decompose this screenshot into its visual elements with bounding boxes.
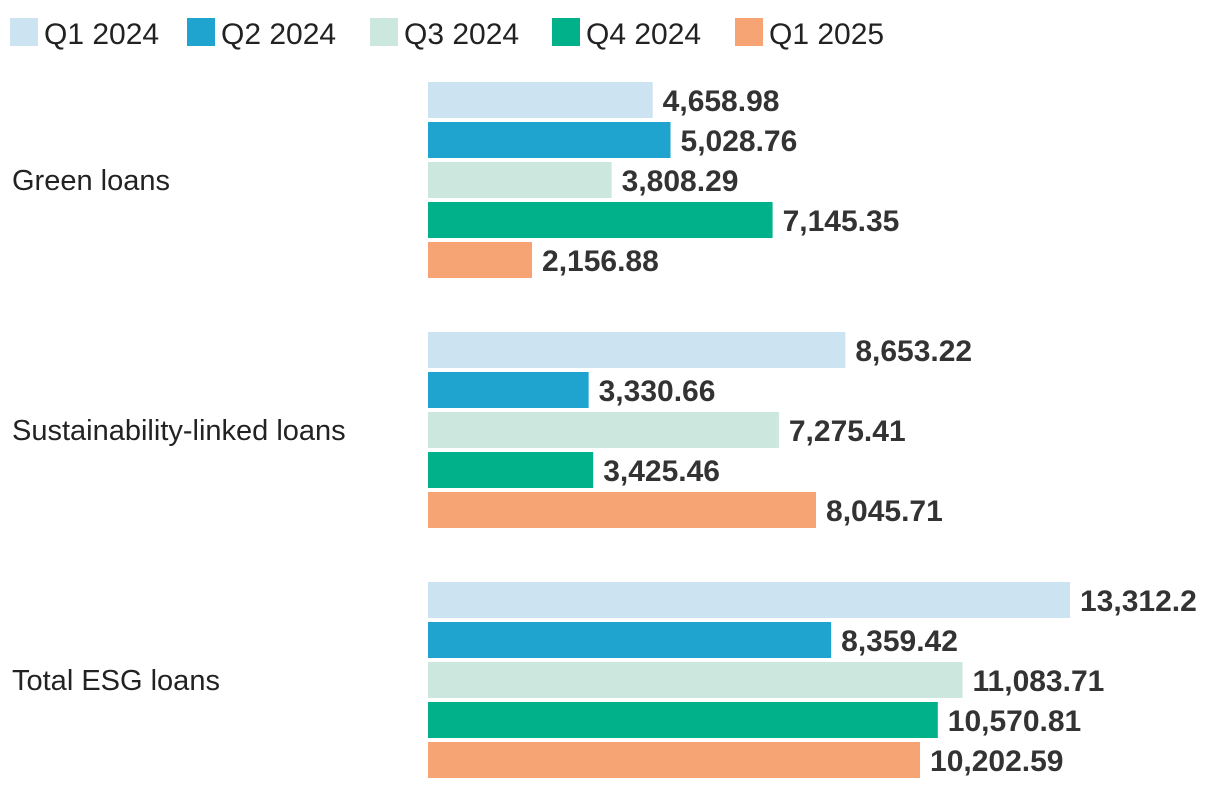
bar-c2-s5 <box>428 492 817 528</box>
value-label-c3-s2: 8,359.42 <box>841 625 958 658</box>
value-label-c1-s4: 7,145.35 <box>783 205 900 238</box>
bar-c2-s1 <box>428 332 846 368</box>
value-label-c3-s3: 11,083.71 <box>973 665 1105 698</box>
value-label-c2-s4: 3,425.46 <box>603 455 720 488</box>
bar-c3-s4 <box>428 702 938 738</box>
value-label-c1-s3: 3,808.29 <box>622 165 739 198</box>
value-label-c2-s3: 7,275.41 <box>789 415 906 448</box>
bar-c3-s1 <box>428 582 1070 618</box>
value-label-c1-s2: 5,028.76 <box>681 125 798 158</box>
category-label-1: Green loans <box>12 165 170 197</box>
bar-c1-s5 <box>428 242 533 278</box>
legend-swatch-3 <box>370 18 398 46</box>
bar-c2-s3 <box>428 412 779 448</box>
category-label-3: Total ESG loans <box>12 665 220 697</box>
bar-c1-s1 <box>428 82 653 118</box>
category-labels: Green loans Sustainability-linked loans To… <box>12 165 346 697</box>
bar-c3-s2 <box>428 622 832 658</box>
legend-swatch-5 <box>735 18 763 46</box>
value-label-c3-s1: 13,312.2 <box>1080 585 1197 618</box>
value-labels: 4,658.98 5,028.76 3,808.29 7,145.35 2,156.88… <box>542 85 1197 778</box>
bar-c1-s3 <box>428 162 612 198</box>
bar-c2-s2 <box>428 372 589 408</box>
legend-label-4: Q4 2024 <box>586 18 701 51</box>
bar-c2-s4 <box>428 452 594 488</box>
category-label-2: Sustainability-linked loans <box>12 415 346 447</box>
legend-swatch-2 <box>187 18 215 46</box>
legend-label-3: Q3 2024 <box>404 18 519 51</box>
legend-swatch-1 <box>10 18 38 46</box>
bar-c1-s4 <box>428 202 773 238</box>
value-label-c2-s1: 8,653.22 <box>855 335 972 368</box>
value-label-c2-s2: 3,330.66 <box>599 375 716 408</box>
bar-c1-s2 <box>428 122 671 158</box>
legend-swatch-4 <box>552 18 580 46</box>
legend-label-1: Q1 2024 <box>44 18 159 51</box>
legend: Q1 2024 Q2 2024 Q3 2024 Q4 2024 Q1 2025 <box>10 18 884 51</box>
bar-c3-s5 <box>428 742 921 778</box>
value-label-c2-s5: 8,045.71 <box>826 495 943 528</box>
value-label-c1-s1: 4,658.98 <box>663 85 780 118</box>
value-label-c1-s5: 2,156.88 <box>542 245 659 278</box>
bars <box>428 82 1070 778</box>
value-label-c3-s4: 10,570.81 <box>948 705 1081 738</box>
legend-label-2: Q2 2024 <box>221 18 336 51</box>
value-label-c3-s5: 10,202.59 <box>930 745 1063 778</box>
bar-c3-s3 <box>428 662 963 698</box>
legend-label-5: Q1 2025 <box>769 18 884 51</box>
